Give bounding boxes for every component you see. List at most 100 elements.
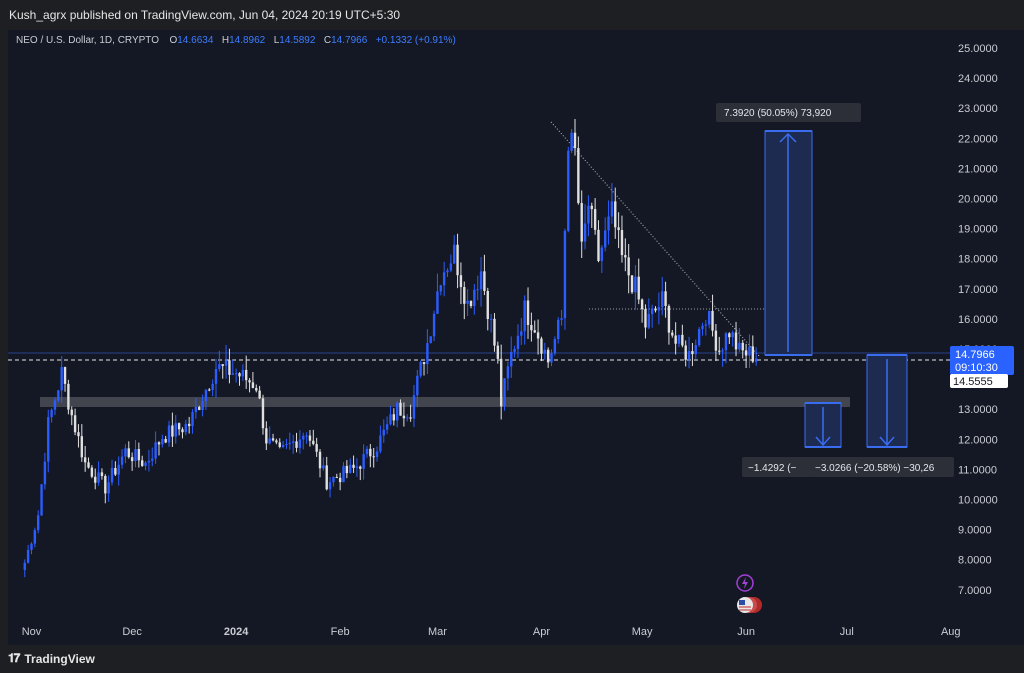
- candle-body: [218, 364, 221, 369]
- candle-body: [701, 325, 704, 330]
- candle-body: [741, 342, 744, 351]
- candle-body: [674, 335, 677, 344]
- price-axis[interactable]: 25.0000 24.0000 23.0000 22.0000 21.0000 20.00…: [958, 43, 998, 597]
- candle-body: [130, 457, 134, 462]
- candle-body: [533, 330, 536, 333]
- candle-body: [117, 464, 120, 475]
- candle-body: [624, 255, 627, 258]
- candle-body: [107, 482, 110, 494]
- candle-body: [550, 353, 553, 363]
- tradingview-logo[interactable]: 𝟏𝟕 TradingView: [8, 651, 95, 666]
- candle-body: [620, 230, 624, 256]
- level-price-value: 14.5555: [953, 376, 993, 388]
- candle-body: [90, 467, 94, 477]
- price-tick-label: 20.0000: [958, 194, 998, 206]
- candle-body: [271, 438, 275, 441]
- candle-body: [224, 360, 228, 366]
- legend-low: 14.5892: [279, 35, 316, 46]
- short-measure-box-2[interactable]: [866, 354, 908, 448]
- candle-body: [375, 451, 379, 458]
- legend-high-label: H: [222, 35, 229, 46]
- candle-body: [40, 484, 43, 516]
- legend-high: 14.8962: [229, 35, 266, 46]
- time-tick-label: Apr: [533, 626, 550, 638]
- candle-body: [238, 373, 241, 377]
- candle-body: [349, 464, 352, 474]
- candle-body: [100, 472, 104, 476]
- candle-body: [362, 454, 365, 469]
- candle-body: [23, 562, 26, 570]
- candle-body: [681, 334, 684, 346]
- long-measure-box[interactable]: 7.3920 (50.05%) 73,920: [716, 103, 861, 356]
- candle-body: [30, 543, 33, 550]
- candle-body: [33, 530, 37, 544]
- candle-body: [446, 270, 449, 273]
- candle-body: [278, 442, 281, 447]
- candle-body: [664, 291, 667, 306]
- candle-body: [630, 275, 634, 293]
- legend-symbol: NEO / U.S. Dollar, 1D, CRYPTO: [16, 35, 159, 46]
- candle-body: [382, 429, 385, 436]
- support-zone[interactable]: [40, 397, 850, 407]
- candle-body: [379, 435, 382, 452]
- candle-body: [543, 349, 546, 354]
- candle-body: [661, 291, 664, 308]
- candle-body: [667, 305, 671, 333]
- candle-body: [308, 435, 312, 441]
- legend: NEO / U.S. Dollar, 1D, CRYPTO O14.6634 H…: [16, 30, 456, 47]
- price-tick-label: 18.0000: [958, 254, 998, 266]
- candle-body: [654, 308, 657, 311]
- candle-body: [640, 299, 644, 310]
- candle-body: [241, 369, 245, 377]
- candle-body: [288, 442, 292, 444]
- price-tick-label: 24.0000: [958, 73, 998, 85]
- short-measure-label-1: −1.4292 (−: [748, 463, 797, 474]
- candle-body: [473, 289, 476, 307]
- candle-body: [442, 272, 446, 286]
- candle-body: [530, 325, 533, 331]
- candle-body: [721, 350, 724, 352]
- lightning-icon[interactable]: [736, 574, 754, 592]
- candle-body: [70, 409, 73, 416]
- candle-body: [520, 331, 523, 336]
- candle-body: [734, 332, 738, 350]
- candle-body: [573, 132, 577, 149]
- candle-body: [657, 307, 661, 311]
- candle-body: [187, 423, 191, 427]
- candle-body: [395, 402, 399, 421]
- candle-body: [83, 457, 87, 463]
- candle-body: [67, 383, 70, 410]
- short-measure-box-1[interactable]: [804, 402, 842, 448]
- price-tick-label: 10.0000: [958, 495, 998, 507]
- chart-area[interactable]: [8, 30, 1024, 645]
- candle-body: [154, 442, 157, 459]
- time-tick-label: Mar: [428, 626, 447, 638]
- current-price-tag: 14.7966 09:10:30: [950, 346, 1014, 375]
- candle-body: [506, 366, 510, 379]
- candle-body: [570, 132, 573, 151]
- candle-body: [332, 477, 335, 483]
- candle-body: [124, 448, 127, 457]
- candle-body: [261, 398, 265, 429]
- time-axis[interactable]: Nov Dec 2024 Feb Mar Apr May Jun Jul Aug: [22, 626, 961, 638]
- candle-body: [704, 324, 708, 326]
- candle-body: [258, 390, 261, 399]
- candle-body: [268, 438, 271, 444]
- us-flag-icon[interactable]: [737, 597, 762, 613]
- candle-body: [684, 345, 687, 360]
- candle-body: [60, 367, 63, 391]
- candle-body: [43, 461, 47, 485]
- candle-body: [483, 271, 486, 291]
- candle-body: [577, 148, 580, 204]
- candle-body: [627, 257, 630, 276]
- price-tick-label: 16.0000: [958, 314, 998, 326]
- candle-body: [36, 515, 40, 531]
- time-tick-label: Jun: [737, 626, 755, 638]
- candle-body: [563, 230, 567, 319]
- candle-body: [459, 275, 463, 288]
- candle-body: [503, 378, 506, 407]
- current-price-value: 14.7966: [955, 349, 995, 361]
- candle-body: [436, 291, 439, 314]
- candle-body: [392, 414, 396, 421]
